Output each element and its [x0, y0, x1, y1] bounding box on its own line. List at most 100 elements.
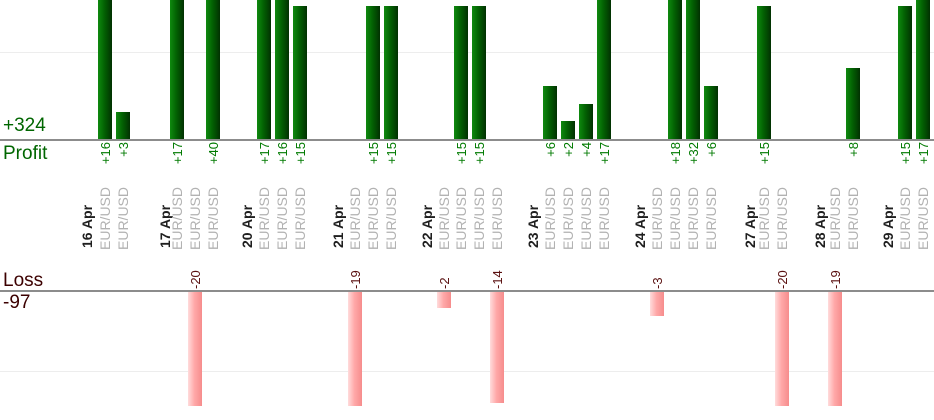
instrument-label: EUR/USD [845, 186, 861, 250]
instrument-label: EUR/USD [97, 186, 113, 250]
loss-axis-line [0, 290, 934, 292]
date-label: 20 Apr [239, 204, 255, 248]
profit-bar [454, 6, 468, 139]
profit-value-label: +15 [384, 142, 399, 165]
instrument-label: EUR/USD [897, 186, 913, 250]
profit-bar [543, 86, 557, 139]
profit-value-label: +17 [916, 142, 931, 165]
profit-bar [597, 0, 611, 139]
profit-bar [170, 0, 184, 139]
profit-value-label: +17 [257, 142, 272, 165]
profit-bar [846, 68, 860, 139]
profit-value-label: +4 [579, 142, 594, 157]
loss-value-label: -2 [437, 277, 452, 289]
instrument-label: EUR/USD [292, 186, 308, 250]
profit-value-label: +40 [206, 142, 221, 165]
profit-value-label: +18 [668, 142, 683, 165]
instrument-label: EUR/USD [115, 186, 131, 250]
instrument-label: EUR/USD [560, 186, 576, 250]
loss-bar [437, 292, 451, 308]
profit-bar [757, 6, 771, 139]
profit-bar [686, 0, 700, 139]
instrument-label: EUR/USD [169, 186, 185, 250]
profit-bar [668, 0, 682, 139]
date-label: 24 Apr [632, 204, 648, 248]
loss-bar [188, 292, 202, 406]
profit-bar [561, 121, 575, 139]
profit-bar [898, 6, 912, 139]
profit-bar [257, 0, 271, 139]
profit-axis-line [0, 139, 934, 141]
instrument-label: EUR/USD [471, 186, 487, 250]
instrument-label: EUR/USD [703, 186, 719, 250]
loss-caption: Loss [3, 270, 44, 291]
profit-value-label: +16 [98, 142, 113, 165]
instrument-label: EUR/USD [205, 186, 221, 250]
profit-bar [116, 112, 130, 139]
instrument-label: EUR/USD [365, 186, 381, 250]
loss-value-label: -19 [348, 270, 363, 289]
date-label: 23 Apr [525, 204, 541, 248]
loss-bar [775, 292, 789, 406]
instrument-label: EUR/USD [596, 186, 612, 250]
instrument-label: EUR/USD [383, 186, 399, 250]
profit-bar [579, 104, 593, 139]
loss-value-label: -19 [828, 270, 843, 289]
profit-value-label: +32 [686, 142, 701, 165]
date-label: 29 Apr [880, 204, 896, 248]
date-label: 22 Apr [419, 204, 435, 248]
loss-gridline [0, 371, 934, 372]
loss-bar [490, 292, 504, 403]
profit-value-label: +15 [757, 142, 772, 165]
date-label: 27 Apr [742, 204, 758, 248]
profit-bar [472, 6, 486, 139]
loss-value-label: -14 [490, 270, 505, 289]
profit-value-label: +15 [472, 142, 487, 165]
profit-bar [384, 6, 398, 139]
loss-bar [348, 292, 362, 406]
instrument-label: EUR/USD [256, 186, 272, 250]
profit-value-label: +3 [116, 142, 131, 157]
date-label: 28 Apr [812, 204, 828, 248]
profit-value-label: +17 [597, 142, 612, 165]
profit-bar [704, 86, 718, 139]
instrument-label: EUR/USD [453, 186, 469, 250]
instrument-label: EUR/USD [187, 186, 203, 250]
profit-total: +324 [3, 115, 46, 136]
profit-bar [366, 6, 380, 139]
profit-bar [293, 6, 307, 139]
profit-value-label: +15 [898, 142, 913, 165]
loss-bar [828, 292, 842, 406]
loss-value-label: -20 [188, 270, 203, 289]
profit-value-label: +17 [170, 142, 185, 165]
profit-value-label: +16 [275, 142, 290, 165]
date-label: 21 Apr [330, 204, 346, 248]
instrument-label: EUR/USD [774, 186, 790, 250]
instrument-label: EUR/USD [827, 186, 843, 250]
instrument-label: EUR/USD [578, 186, 594, 250]
profit-bar [98, 0, 112, 139]
loss-total: -97 [3, 292, 31, 313]
instrument-label: EUR/USD [542, 186, 558, 250]
profit-value-label: +15 [454, 142, 469, 165]
loss-value-label: -20 [775, 270, 790, 289]
profit-value-label: +8 [846, 142, 861, 157]
instrument-label: EUR/USD [756, 186, 772, 250]
profit-bar [916, 0, 930, 139]
profit-bar [275, 0, 289, 139]
profit-value-label: +6 [543, 142, 558, 157]
profit-value-label: +15 [366, 142, 381, 165]
profit-value-label: +2 [561, 142, 576, 157]
date-label: 16 Apr [79, 204, 95, 248]
instrument-label: EUR/USD [436, 186, 452, 250]
instrument-label: EUR/USD [915, 186, 931, 250]
instrument-label: EUR/USD [274, 186, 290, 250]
profit-value-label: +15 [293, 142, 308, 165]
instrument-label: EUR/USD [649, 186, 665, 250]
loss-value-label: -3 [650, 277, 665, 289]
instrument-label: EUR/USD [685, 186, 701, 250]
loss-bar [650, 292, 664, 316]
profit-bar [206, 0, 220, 139]
instrument-label: EUR/USD [667, 186, 683, 250]
